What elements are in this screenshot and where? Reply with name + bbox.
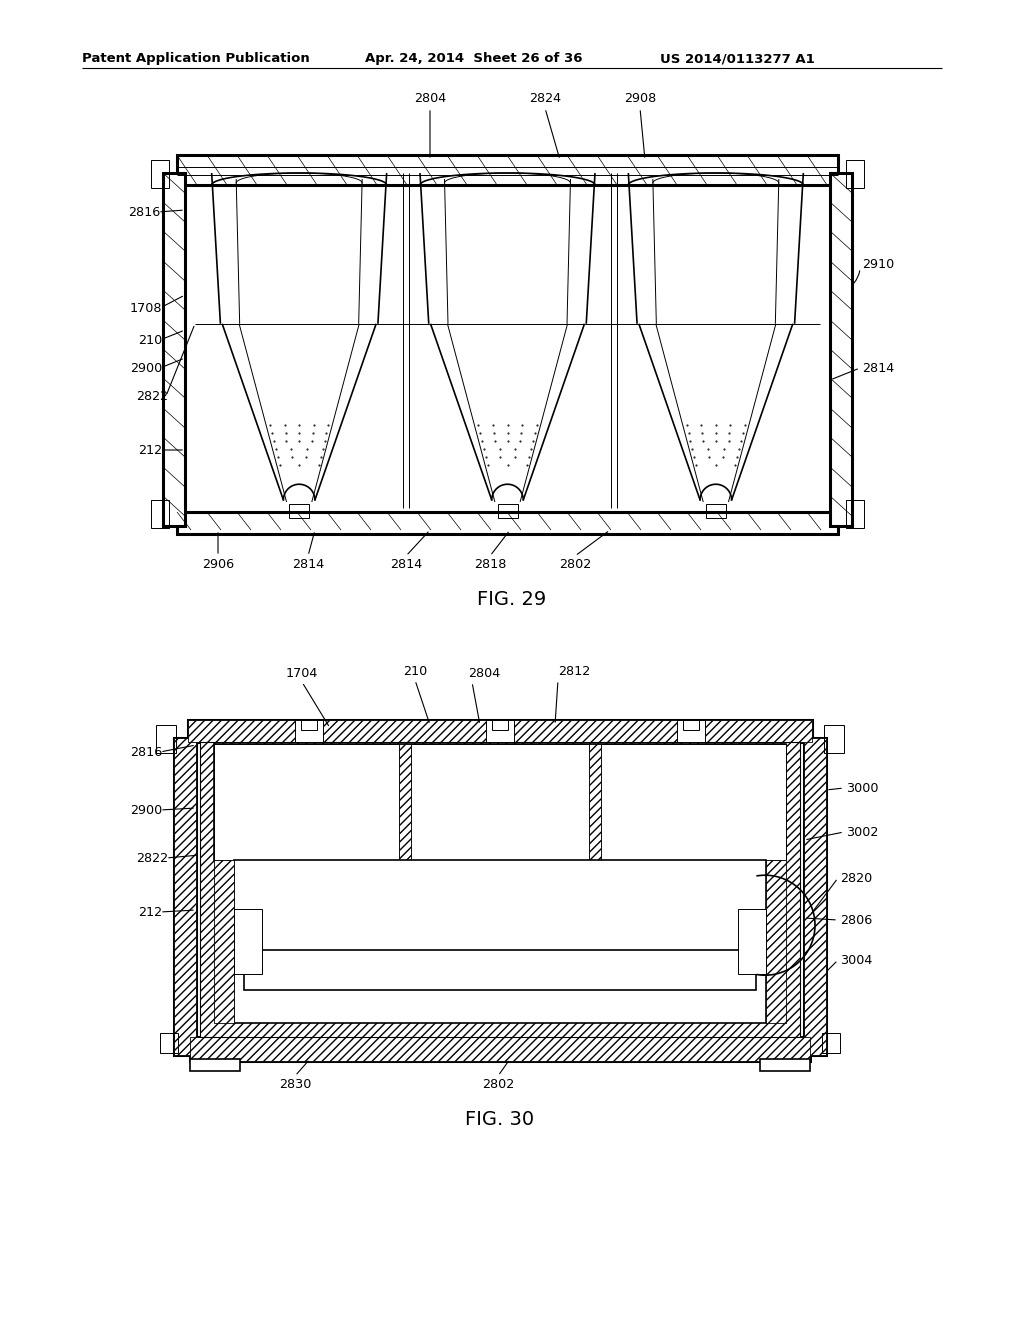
- Bar: [492, 719, 508, 730]
- Bar: [190, 1038, 810, 1061]
- Bar: [398, 744, 411, 861]
- Bar: [160, 1034, 178, 1053]
- Bar: [214, 744, 404, 861]
- Text: 2818: 2818: [474, 558, 506, 572]
- Bar: [804, 738, 826, 1055]
- Text: FIG. 29: FIG. 29: [477, 590, 547, 609]
- Bar: [824, 725, 844, 752]
- Bar: [214, 744, 786, 861]
- Text: 2822: 2822: [136, 851, 168, 865]
- Text: 2814: 2814: [862, 362, 894, 375]
- Bar: [738, 909, 766, 974]
- Bar: [846, 500, 864, 528]
- Text: 2908: 2908: [624, 92, 656, 106]
- Bar: [188, 719, 812, 742]
- Text: US 2014/0113277 A1: US 2014/0113277 A1: [660, 51, 815, 65]
- Text: 2820: 2820: [840, 871, 872, 884]
- Text: 2824: 2824: [529, 92, 561, 106]
- Bar: [289, 504, 309, 517]
- Bar: [214, 861, 234, 1023]
- Text: 3002: 3002: [846, 825, 879, 838]
- Bar: [301, 719, 317, 730]
- Bar: [200, 742, 800, 1038]
- Text: 2822: 2822: [136, 389, 168, 403]
- Bar: [486, 719, 514, 742]
- Bar: [822, 1034, 840, 1053]
- Bar: [151, 160, 169, 187]
- Bar: [151, 500, 169, 528]
- Text: 2814: 2814: [390, 558, 422, 572]
- Text: 212: 212: [138, 906, 162, 919]
- Text: 2900: 2900: [130, 362, 162, 375]
- Bar: [234, 861, 766, 1023]
- Bar: [398, 744, 411, 861]
- Text: 2802: 2802: [559, 558, 591, 572]
- Bar: [177, 512, 838, 535]
- Bar: [595, 744, 786, 861]
- Bar: [177, 154, 838, 185]
- Text: 3000: 3000: [846, 781, 879, 795]
- Text: 2804: 2804: [468, 667, 501, 680]
- Bar: [174, 738, 196, 1055]
- Bar: [683, 719, 698, 730]
- Text: 3004: 3004: [840, 953, 872, 966]
- Bar: [760, 1059, 810, 1071]
- Bar: [234, 909, 262, 974]
- Text: 2816: 2816: [128, 206, 160, 219]
- Bar: [804, 738, 826, 1055]
- Text: Patent Application Publication: Patent Application Publication: [82, 51, 309, 65]
- Text: 2814: 2814: [292, 558, 325, 572]
- Text: 2806: 2806: [840, 913, 872, 927]
- Text: 1708: 1708: [129, 301, 162, 314]
- Text: FIG. 30: FIG. 30: [466, 1110, 535, 1129]
- Bar: [498, 504, 517, 517]
- Text: 210: 210: [138, 334, 162, 346]
- Bar: [590, 744, 601, 861]
- Text: 2906: 2906: [202, 558, 234, 572]
- Bar: [295, 719, 324, 742]
- Bar: [766, 861, 786, 1023]
- Bar: [156, 725, 176, 752]
- Bar: [174, 738, 196, 1055]
- Text: Apr. 24, 2014  Sheet 26 of 36: Apr. 24, 2014 Sheet 26 of 36: [365, 51, 583, 65]
- Text: 2910: 2910: [862, 259, 894, 272]
- Text: 2900: 2900: [130, 804, 162, 817]
- Text: 2812: 2812: [558, 665, 590, 678]
- Text: 2804: 2804: [414, 92, 446, 106]
- Text: 2830: 2830: [279, 1078, 311, 1092]
- Text: 212: 212: [138, 444, 162, 457]
- Text: 2802: 2802: [482, 1078, 514, 1092]
- Bar: [163, 173, 185, 525]
- Text: 210: 210: [402, 665, 427, 678]
- Bar: [244, 949, 756, 990]
- Bar: [590, 744, 601, 861]
- Bar: [188, 719, 812, 742]
- Text: 1704: 1704: [286, 667, 318, 680]
- Bar: [190, 1038, 810, 1061]
- Bar: [404, 744, 595, 861]
- Bar: [846, 160, 864, 187]
- Bar: [706, 504, 726, 517]
- Bar: [677, 719, 705, 742]
- Text: 2816: 2816: [130, 746, 162, 759]
- Bar: [190, 1059, 240, 1071]
- Bar: [830, 173, 852, 525]
